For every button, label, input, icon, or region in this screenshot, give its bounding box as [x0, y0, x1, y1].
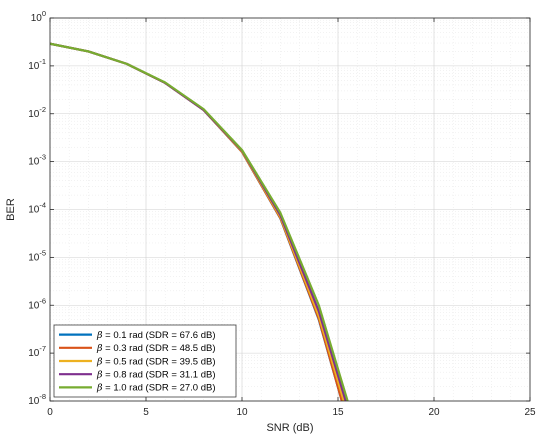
- axis-ticks: [49, 17, 531, 402]
- legend-label-3: β = 0.5 rad (SDR = 39.5 dB): [96, 356, 216, 367]
- legend-label-2: β = 0.3 rad (SDR = 48.5 dB): [96, 343, 216, 354]
- y-tick-labels: 100 10-1 10-2 10-3 10-4 10-5 10-6 10-7 10-8: [28, 9, 46, 407]
- series-layer: [50, 42, 349, 401]
- y-tick-label: 10-6: [28, 296, 46, 311]
- y-tick-label: 10-4: [28, 201, 46, 216]
- x-tick-label: 15: [332, 407, 344, 418]
- y-tick-label: 100: [31, 9, 46, 24]
- y-axis-label: BER: [5, 198, 17, 221]
- x-tick-label: 20: [428, 407, 440, 418]
- x-tick-labels: 0 5 10 15 20 25: [47, 407, 536, 418]
- y-tick-label: 10-5: [28, 248, 46, 263]
- series-line-5: [50, 42, 349, 401]
- legend-label-5: β = 1.0 rad (SDR = 27.0 dB): [96, 383, 216, 394]
- x-tick-label: 5: [143, 407, 149, 418]
- legend-label-4: β = 0.8 rad (SDR = 31.1 dB): [96, 370, 216, 381]
- y-tick-label: 10-3: [28, 153, 46, 168]
- x-axis-label: SNR (dB): [266, 422, 313, 434]
- x-tick-label: 0: [47, 407, 53, 418]
- legend-label-1: β = 0.1 rad (SDR = 67.6 dB): [96, 330, 216, 341]
- y-tick-label: 10-8: [28, 392, 46, 407]
- y-tick-label: 10-2: [28, 105, 46, 120]
- x-tick-label: 10: [236, 407, 248, 418]
- legend: β = 0.1 rad (SDR = 67.6 dB) β = 0.3 rad (…: [53, 324, 237, 398]
- y-tick-label: 10-1: [28, 57, 46, 72]
- x-tick-label: 25: [524, 407, 536, 418]
- y-tick-label: 10-7: [28, 344, 46, 359]
